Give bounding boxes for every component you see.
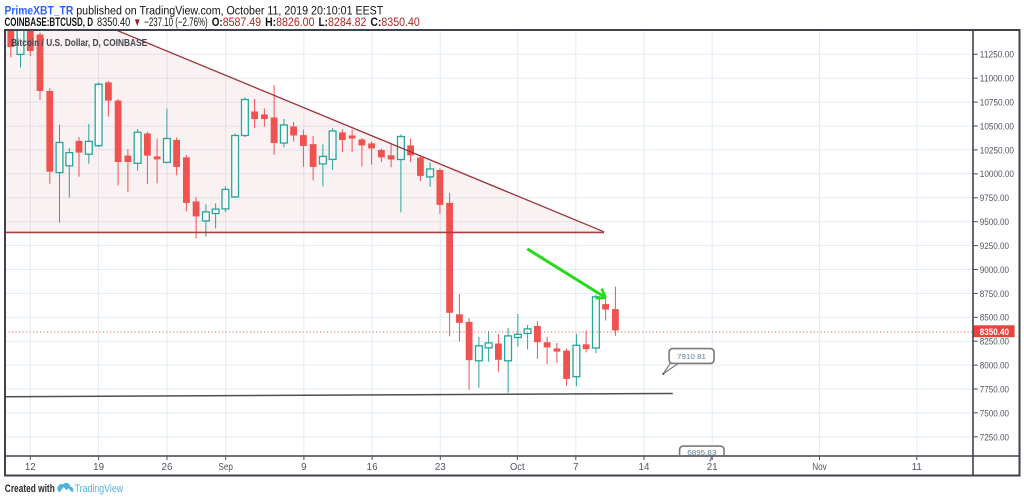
svg-text:10250.00: 10250.00 (980, 145, 1014, 156)
svg-text:Nov: Nov (812, 462, 827, 473)
svg-text:23: 23 (435, 462, 446, 473)
svg-text:10750.00: 10750.00 (980, 98, 1014, 109)
svg-text:9: 9 (301, 462, 306, 473)
svg-text:TradingView: TradingView (75, 483, 124, 495)
svg-text:12: 12 (25, 462, 36, 473)
svg-text:16: 16 (367, 462, 378, 473)
svg-text:PrimeXBT_TR published on Tradi: PrimeXBT_TR published on TradingView.com… (5, 6, 384, 18)
svg-text:10500.00: 10500.00 (980, 121, 1014, 132)
svg-text:7500.00: 7500.00 (980, 408, 1009, 419)
svg-text:6895.83: 6895.83 (687, 448, 716, 457)
svg-text:19: 19 (93, 462, 104, 473)
svg-text:8500.00: 8500.00 (980, 313, 1009, 324)
svg-text:21: 21 (707, 462, 718, 473)
svg-text:8350.40: 8350.40 (980, 327, 1009, 338)
svg-text:8250.00: 8250.00 (980, 337, 1009, 348)
svg-text:9250.00: 9250.00 (980, 241, 1009, 252)
svg-text:Bitcoin / U.S. Dollar, D, COIN: Bitcoin / U.S. Dollar, D, COINBASE (11, 37, 147, 49)
svg-text:8750.00: 8750.00 (980, 289, 1009, 300)
svg-text:11: 11 (912, 462, 922, 473)
svg-text:Oct: Oct (510, 462, 525, 473)
svg-text:26: 26 (162, 462, 173, 473)
svg-text:14: 14 (639, 462, 650, 473)
svg-text:7750.00: 7750.00 (980, 384, 1009, 395)
svg-text:7: 7 (573, 462, 578, 473)
svg-text:9500.00: 9500.00 (980, 217, 1009, 228)
svg-text:7250.00: 7250.00 (980, 432, 1009, 443)
svg-text:Created with: Created with (5, 483, 55, 495)
svg-text:11000.00: 11000.00 (980, 74, 1014, 85)
svg-text:10000.00: 10000.00 (980, 169, 1014, 180)
svg-text:11250.00: 11250.00 (980, 50, 1014, 61)
svg-text:9000.00: 9000.00 (980, 265, 1009, 276)
svg-text:Sep: Sep (218, 462, 233, 473)
svg-text:8000.00: 8000.00 (980, 361, 1009, 372)
svg-text:9750.00: 9750.00 (980, 193, 1009, 204)
svg-text:7910.81: 7910.81 (677, 352, 706, 361)
